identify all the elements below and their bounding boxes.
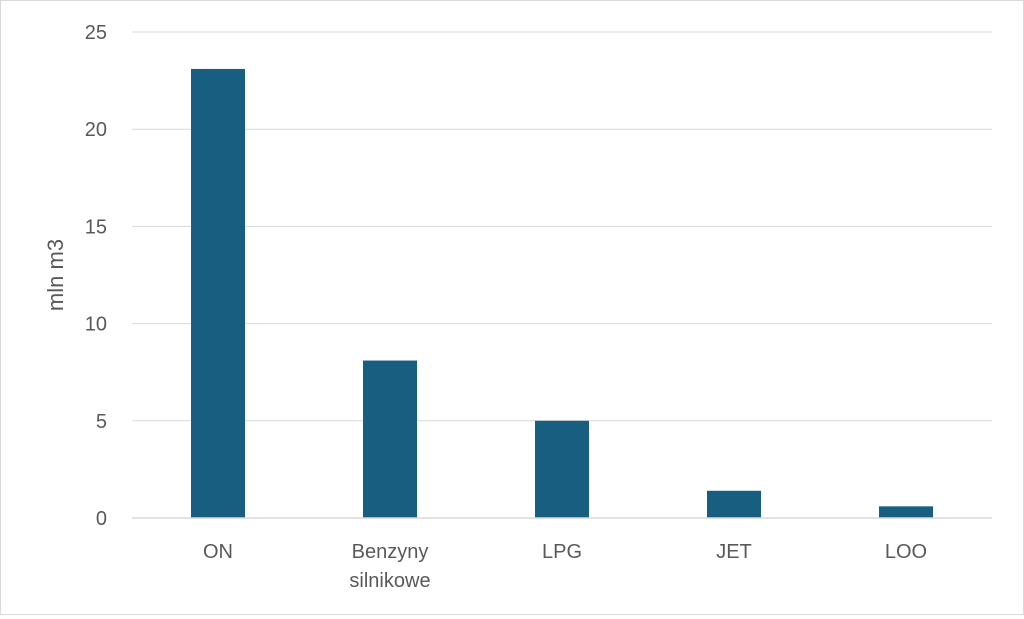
x-tick-label: Benzyny [352,541,429,563]
x-tick-label: ON [203,541,233,563]
bars [191,68,933,518]
y-tick-label: 25 [85,22,107,44]
gridlines [132,31,992,422]
y-tick-label: 15 [85,216,107,238]
x-tick-label: LPG [542,541,582,563]
bar [191,68,245,518]
bar [707,490,761,518]
y-tick-label: 20 [85,119,107,141]
y-tick-label: 5 [96,411,107,433]
x-tick-label: JET [716,541,752,563]
bar [535,420,589,518]
x-tick-label: LOO [885,541,927,563]
x-tick-label: silnikowe [349,570,430,592]
y-axis-title: mln m3 [43,239,68,311]
labels: 0 5 10 15 20 25 ON Benzyny silnikowe LPG JET LOO [85,22,927,592]
bar [879,506,933,518]
y-tick-label: 0 [96,508,107,530]
bar [363,360,417,518]
y-tick-label: 10 [85,314,107,336]
